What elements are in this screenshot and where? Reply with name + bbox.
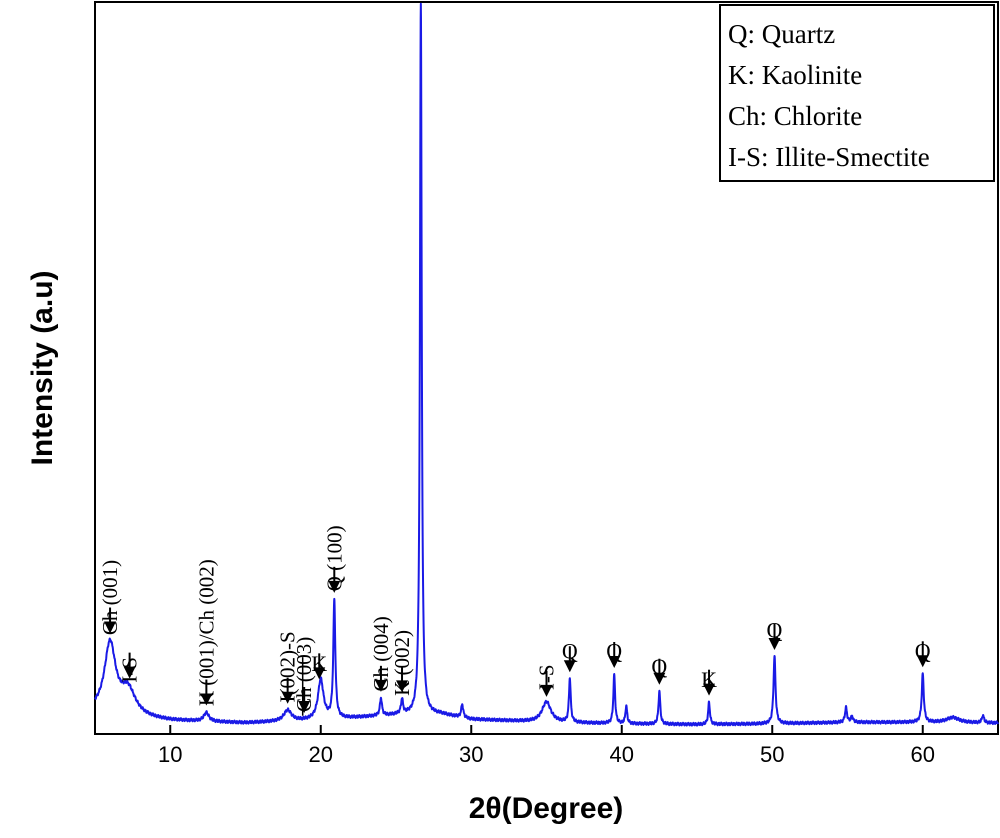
annotation-label-8: K (002) xyxy=(390,630,414,696)
annotation-label-13: Q xyxy=(651,654,667,679)
legend-box xyxy=(719,4,995,182)
annotation-label-5: K xyxy=(311,651,327,676)
annotation-arrow-head-3 xyxy=(281,691,294,704)
x-axis-ticks: 10 20 30 40 50 60 xyxy=(158,725,935,767)
annotation-label-10: I-S xyxy=(535,664,559,690)
annotation-arrow-head-15 xyxy=(768,638,781,651)
annotation-arrow-head-7 xyxy=(374,679,387,692)
legend: Q: Quartz K: Kaolinite Ch: Chlorite I-S:… xyxy=(719,4,995,182)
annotation-label-14: K xyxy=(701,667,717,692)
xrd-pattern-line xyxy=(94,2,999,727)
x-tick-label-20: 20 xyxy=(309,742,333,767)
peak-annotations: Ch (001)I-S K (001)/Ch (002) I(002)-SCh (0… xyxy=(98,525,931,716)
x-tick-label-30: 30 xyxy=(459,742,483,767)
annotation-label-1: I-S xyxy=(118,657,142,683)
annotation-label-7: Ch (004) xyxy=(369,616,393,691)
x-tick-label-10: 10 xyxy=(158,742,182,767)
annotation-label-15: Q xyxy=(767,617,783,642)
x-tick-label-60: 60 xyxy=(911,742,935,767)
legend-item-kaolinite: K: Kaolinite xyxy=(728,60,862,90)
annotation-arrow-head-4 xyxy=(298,701,311,714)
annotation-label-0: Ch (001) xyxy=(98,560,122,635)
y-axis-label: Intensity (a.u) xyxy=(26,270,59,465)
legend-item-quartz: Q: Quartz xyxy=(728,19,835,49)
annotation-arrow-head-16 xyxy=(916,655,929,668)
annotation-arrow-head-6 xyxy=(328,580,341,593)
x-tick-label-50: 50 xyxy=(760,742,784,767)
annotation-arrow-head-2 xyxy=(200,693,213,706)
annotation-label-16: Q xyxy=(915,639,931,664)
annotation-arrow-head-13 xyxy=(653,672,666,685)
annotation-arrow-head-10 xyxy=(540,684,553,697)
legend-item-chlorite: Ch: Chlorite xyxy=(728,101,862,131)
annotation-arrow-head-0 xyxy=(104,621,117,634)
plot-frame xyxy=(94,1,999,735)
annotation-label-11: Q xyxy=(562,639,578,664)
x-tick-label-40: 40 xyxy=(610,742,634,767)
annotation-arrow-head-14 xyxy=(703,683,716,696)
annotation-arrow-head-12 xyxy=(608,655,621,668)
annotation-label-12: Q xyxy=(606,639,622,664)
annotation-arrow-head-8 xyxy=(396,680,409,693)
annotation-arrow-head-5 xyxy=(313,667,326,680)
annotation-label-4: Ch (003) xyxy=(292,637,316,712)
annotation-label-6: Q (100) xyxy=(322,525,346,591)
annotation-arrow-head-11 xyxy=(563,660,576,673)
annotation-label-3: I(002)-S xyxy=(276,631,300,702)
x-axis-label: 2θ(Degree) xyxy=(469,792,624,825)
legend-item-illite-smectite: I-S: Illite-Smectite xyxy=(728,142,930,172)
annotation-arrow-head-1 xyxy=(123,666,136,679)
annotation-label-2: K (001)/Ch (002) xyxy=(194,559,218,706)
